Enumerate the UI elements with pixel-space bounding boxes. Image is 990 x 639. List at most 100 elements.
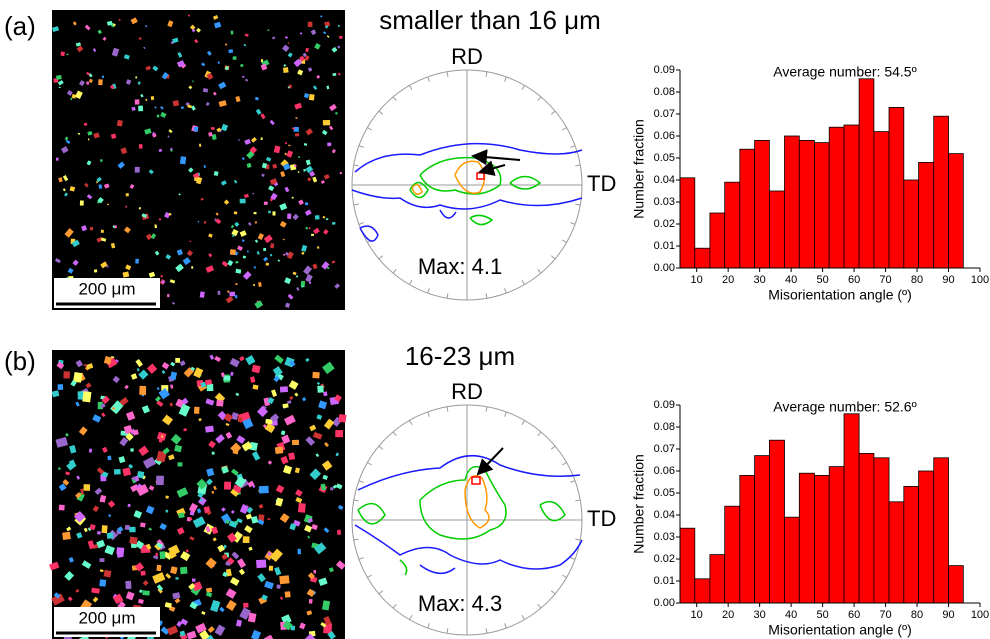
grain xyxy=(125,264,132,271)
y-tick-label: 0.02 xyxy=(654,553,675,565)
grain xyxy=(84,182,89,188)
grain xyxy=(227,259,234,267)
grain xyxy=(119,437,129,447)
grain xyxy=(51,390,60,398)
grain xyxy=(106,532,114,539)
grain xyxy=(205,425,214,433)
grain xyxy=(86,71,91,76)
grain xyxy=(53,592,61,599)
pole-figure-tick xyxy=(521,85,525,90)
grain xyxy=(174,597,181,604)
y-tick-label: 0.09 xyxy=(654,64,675,76)
scale-bar-label: 200 μm xyxy=(78,608,135,627)
pole-figure-tick xyxy=(485,293,488,299)
grain xyxy=(269,119,275,126)
y-tick-label: 0.08 xyxy=(654,421,675,433)
grain xyxy=(156,114,160,118)
grain xyxy=(162,414,174,426)
arrow xyxy=(471,149,521,166)
grain xyxy=(158,439,163,443)
grain xyxy=(245,355,256,366)
grain xyxy=(213,485,217,491)
grain xyxy=(180,106,184,110)
grain xyxy=(243,43,247,47)
grain xyxy=(244,525,253,534)
grain xyxy=(49,561,60,571)
grain xyxy=(86,160,92,166)
grain xyxy=(188,167,194,173)
grain xyxy=(295,117,298,119)
grain xyxy=(175,358,181,363)
grain xyxy=(133,510,143,519)
grain xyxy=(140,570,146,576)
grain xyxy=(123,54,130,60)
grain xyxy=(267,29,270,32)
grain xyxy=(76,492,85,502)
grain xyxy=(294,467,300,474)
x-tick-label: 90 xyxy=(942,609,954,621)
grain xyxy=(101,525,108,534)
grain xyxy=(85,382,92,389)
grain xyxy=(251,364,261,374)
grain xyxy=(113,468,121,475)
grain xyxy=(275,497,284,507)
pole-figure-tick xyxy=(570,222,576,225)
grain xyxy=(241,441,253,452)
grain xyxy=(221,466,229,474)
grain xyxy=(331,221,336,225)
grain xyxy=(310,29,317,36)
grain xyxy=(135,483,149,497)
bar xyxy=(798,139,815,269)
grain xyxy=(307,21,313,28)
grain xyxy=(307,572,315,580)
grain xyxy=(265,262,270,266)
bar xyxy=(843,124,860,269)
grain xyxy=(102,446,108,453)
grain xyxy=(189,601,198,610)
grain xyxy=(265,418,273,425)
grain xyxy=(225,599,237,612)
grain xyxy=(136,368,140,372)
grain xyxy=(76,532,83,539)
grain xyxy=(262,424,267,429)
grain xyxy=(100,403,106,409)
pole-figure-tick xyxy=(353,203,359,206)
grain xyxy=(79,80,85,87)
grain xyxy=(117,161,125,169)
grain xyxy=(272,163,278,169)
y-tick-label: 0.04 xyxy=(654,509,675,521)
grain xyxy=(246,506,254,514)
grain xyxy=(182,257,191,266)
grain xyxy=(218,128,223,133)
x-axis-label: Misorientation angle (º) xyxy=(768,622,912,638)
bar xyxy=(903,179,920,269)
grain xyxy=(165,573,172,579)
grain xyxy=(64,136,69,141)
grain xyxy=(171,301,176,305)
grain xyxy=(305,47,309,53)
grain xyxy=(225,588,237,599)
grain xyxy=(228,520,238,528)
grain xyxy=(287,42,290,45)
grain xyxy=(274,566,282,576)
grain xyxy=(138,105,143,112)
bar xyxy=(918,470,935,604)
grain xyxy=(95,181,98,184)
grain xyxy=(288,144,291,147)
grain xyxy=(71,239,80,248)
grain xyxy=(67,596,73,602)
grain xyxy=(190,366,196,372)
contour xyxy=(409,156,542,226)
bar xyxy=(694,247,711,269)
grain xyxy=(137,81,141,85)
grain xyxy=(75,359,83,368)
grain xyxy=(318,400,328,410)
grain xyxy=(188,516,193,521)
grain xyxy=(205,525,211,533)
grain xyxy=(320,483,327,491)
grain xyxy=(187,14,191,17)
grain xyxy=(279,386,289,393)
grain xyxy=(70,97,73,101)
grain xyxy=(335,430,344,438)
grain xyxy=(189,240,192,243)
